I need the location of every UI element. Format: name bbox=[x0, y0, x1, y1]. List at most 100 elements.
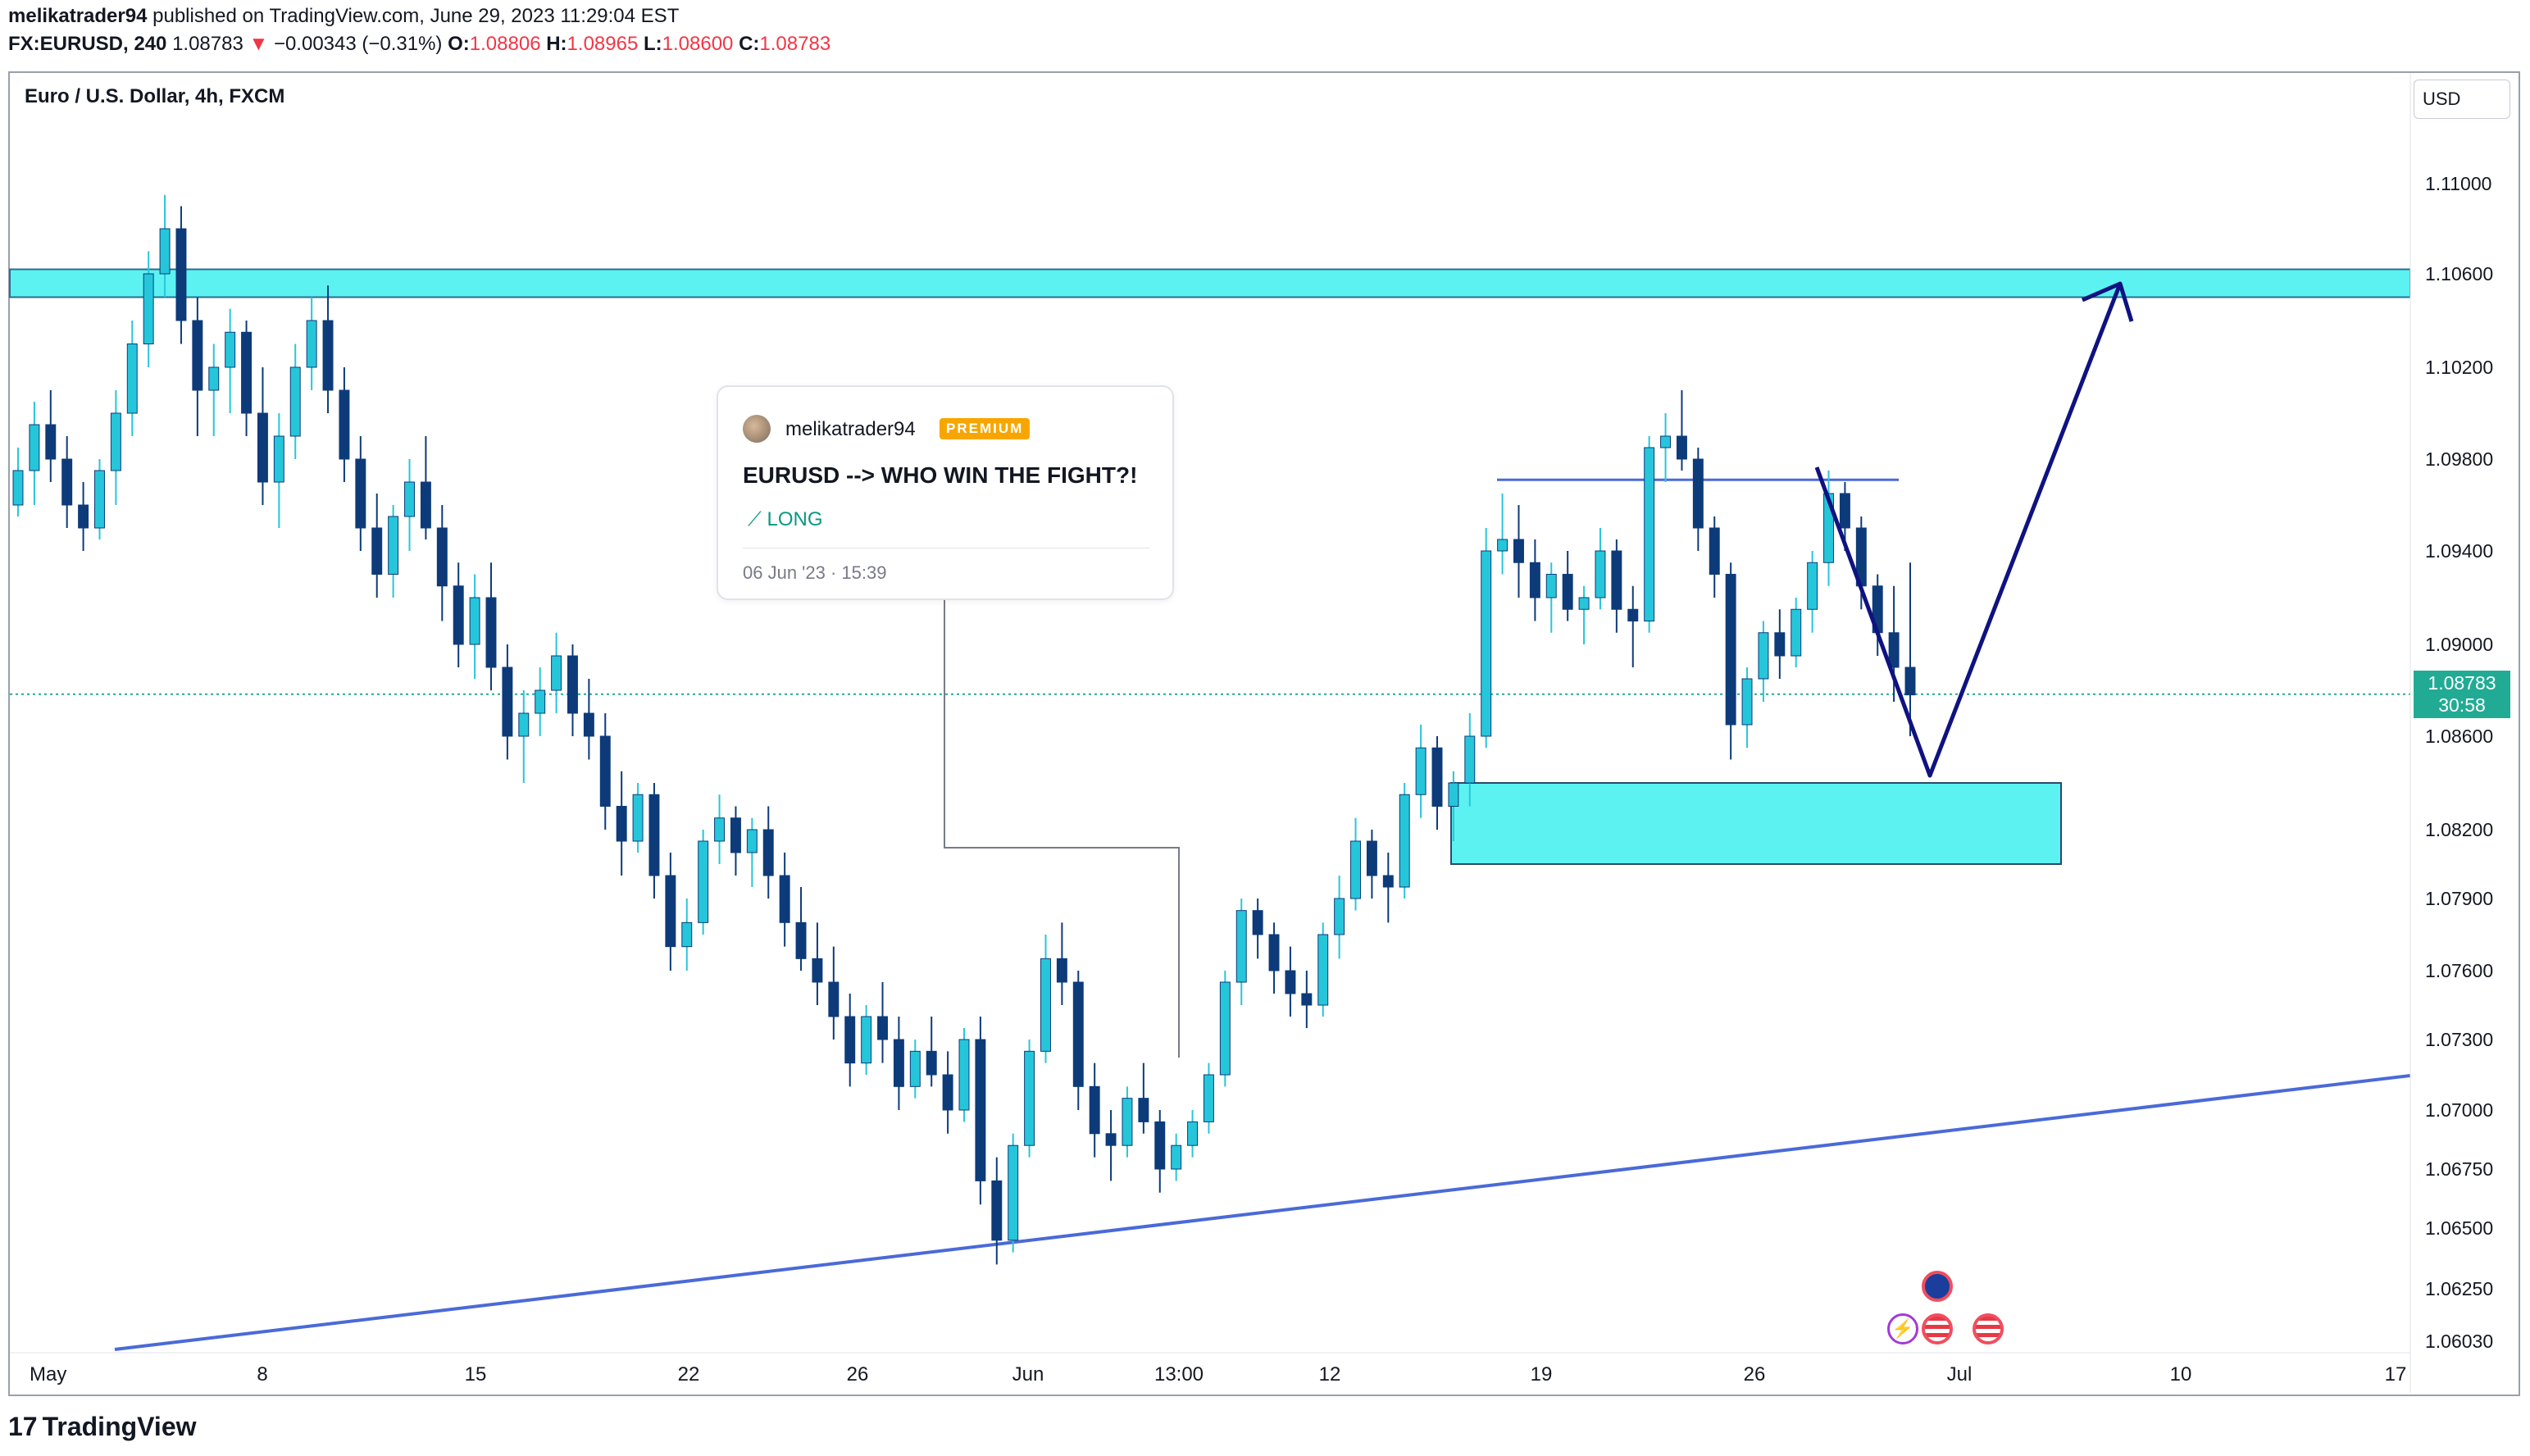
candle bbox=[1644, 436, 1655, 633]
candle bbox=[1709, 516, 1720, 598]
tradingview-logo[interactable]: 17 TradingView bbox=[8, 1412, 197, 1442]
candle-body bbox=[535, 689, 546, 714]
candle-body bbox=[1807, 562, 1818, 610]
candle-body bbox=[502, 667, 513, 737]
candle bbox=[535, 667, 546, 736]
price-tick-label: 1.07900 bbox=[2425, 888, 2493, 909]
candle bbox=[1692, 448, 1704, 551]
bar-countdown: 30:58 bbox=[2438, 694, 2486, 716]
candle-body bbox=[730, 817, 741, 853]
candle bbox=[1481, 528, 1492, 748]
support-trendline bbox=[114, 1074, 2411, 1351]
candle bbox=[648, 783, 660, 899]
lightning-event-icon[interactable]: ⚡ bbox=[1887, 1313, 1918, 1345]
currency-selector[interactable]: USD bbox=[2414, 80, 2510, 119]
candle-body bbox=[1839, 493, 1850, 529]
candle-body bbox=[1415, 747, 1427, 795]
high-value: 1.08965 bbox=[567, 33, 639, 55]
author-name[interactable]: melikatrader94 bbox=[8, 5, 148, 27]
candle-body bbox=[1529, 562, 1540, 598]
time-tick-label: 26 bbox=[1744, 1363, 1766, 1385]
candle bbox=[681, 899, 693, 971]
us-event-icon-2[interactable] bbox=[1973, 1313, 2004, 1345]
candle-body bbox=[1350, 840, 1361, 899]
chart-frame bbox=[8, 71, 2520, 1396]
price-change: −0.00343 (−0.31%) bbox=[273, 33, 443, 55]
candle bbox=[1285, 946, 1296, 1017]
candle-body bbox=[273, 435, 284, 483]
candle-body bbox=[665, 875, 676, 948]
candle-body bbox=[1741, 678, 1753, 726]
candle-body bbox=[1431, 747, 1443, 807]
symbol-title: Euro / U.S. Dollar, 4h, FXCM bbox=[25, 85, 285, 107]
candle bbox=[29, 402, 40, 505]
candle-body bbox=[812, 958, 823, 983]
candle-body bbox=[877, 1016, 888, 1040]
candle bbox=[289, 344, 301, 459]
candle-body bbox=[518, 712, 530, 737]
candle-body bbox=[159, 228, 171, 275]
candle-body bbox=[1203, 1074, 1214, 1122]
candle-body bbox=[404, 481, 415, 517]
candle bbox=[730, 806, 741, 876]
candle bbox=[420, 436, 431, 539]
candle bbox=[632, 783, 644, 853]
candle-body bbox=[1382, 875, 1394, 888]
premium-badge: PREMIUM bbox=[940, 418, 1031, 439]
candle-body bbox=[1660, 435, 1672, 448]
candle bbox=[762, 806, 774, 899]
drawing-layer-lines bbox=[10, 478, 2411, 1351]
candle bbox=[12, 448, 24, 516]
candle bbox=[143, 251, 154, 367]
idea-card[interactable]: melikatrader94 PREMIUM EURUSD --> WHO WI… bbox=[717, 385, 1174, 600]
candle-body bbox=[12, 470, 24, 506]
projection-arrowhead bbox=[2082, 281, 2134, 322]
candle bbox=[110, 390, 121, 505]
candle-body bbox=[926, 1050, 937, 1076]
candle bbox=[1350, 817, 1361, 911]
candle bbox=[812, 922, 823, 1005]
time-tick-label: May bbox=[30, 1363, 66, 1385]
time-tick-label: 19 bbox=[1531, 1363, 1553, 1385]
projection-path bbox=[1814, 283, 2123, 778]
low-value: 1.08600 bbox=[662, 33, 734, 55]
idea-author[interactable]: melikatrader94 bbox=[785, 418, 916, 440]
idea-title[interactable]: EURUSD --> WHO WIN THE FIGHT?! bbox=[743, 462, 1138, 488]
candle-body bbox=[339, 389, 350, 460]
candle-body bbox=[306, 320, 317, 368]
candle bbox=[257, 367, 268, 505]
candle-body bbox=[1399, 794, 1410, 888]
candle-body bbox=[388, 516, 399, 575]
candle bbox=[746, 817, 758, 887]
candle-body bbox=[599, 735, 611, 807]
candle-body bbox=[681, 921, 693, 948]
candle-body bbox=[844, 1016, 856, 1064]
candle bbox=[1399, 783, 1410, 899]
candle bbox=[1382, 853, 1394, 923]
price-tick-label: 1.09800 bbox=[2425, 448, 2493, 470]
candle-body bbox=[1252, 910, 1263, 935]
published-text: published on TradingView.com, June 29, 2… bbox=[152, 5, 680, 27]
candle-body bbox=[1725, 574, 1736, 726]
eu-event-icon[interactable] bbox=[1922, 1271, 1953, 1302]
time-tick-label: 22 bbox=[678, 1363, 700, 1385]
candle-body bbox=[322, 320, 334, 391]
close-label: C: bbox=[739, 33, 760, 55]
candle bbox=[828, 946, 840, 1040]
candle-body bbox=[45, 424, 57, 460]
candle bbox=[1545, 562, 1557, 633]
brand-name: TradingView bbox=[42, 1412, 197, 1441]
supply-zone bbox=[9, 268, 2411, 298]
candle bbox=[192, 297, 203, 436]
candle bbox=[1807, 551, 1818, 633]
time-tick-label: Jun bbox=[1012, 1363, 1044, 1385]
candle bbox=[1334, 876, 1345, 959]
candle bbox=[942, 1051, 953, 1134]
time-tick-label: 10 bbox=[2170, 1363, 2192, 1385]
candle-body bbox=[1644, 447, 1655, 621]
candle bbox=[1823, 471, 1834, 586]
us-event-icon[interactable] bbox=[1922, 1313, 1953, 1345]
candle bbox=[208, 344, 220, 436]
price-tick-label: 1.06500 bbox=[2425, 1217, 2493, 1239]
